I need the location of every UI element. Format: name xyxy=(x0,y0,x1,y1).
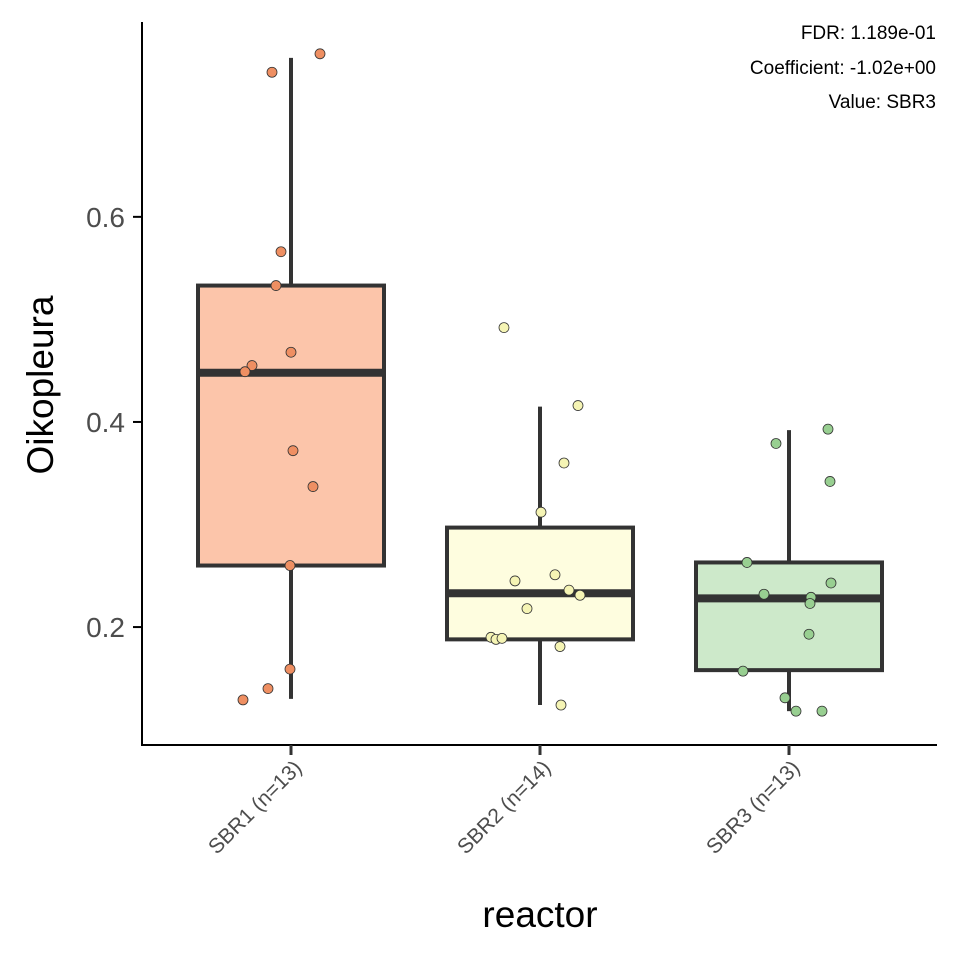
value-annotation: Value: SBR3 xyxy=(829,92,936,113)
data-point-sbr2 xyxy=(549,569,561,581)
x-axis-title: reactor xyxy=(482,894,597,935)
data-point-sbr3 xyxy=(790,705,802,717)
data-point-sbr1 xyxy=(275,246,287,258)
box-group-sbr1 xyxy=(196,57,386,699)
data-point-sbr1 xyxy=(285,346,297,358)
data-point-sbr3 xyxy=(822,423,834,435)
x-tick-label: SBR1 (n=13) xyxy=(204,756,307,859)
x-tick-label: SBR3 (n=13) xyxy=(702,756,805,859)
data-point-sbr3 xyxy=(804,598,816,609)
box-group-sbr2 xyxy=(445,406,635,706)
data-point-sbr3 xyxy=(741,557,753,568)
y-tick-label: 0.4 xyxy=(86,407,125,438)
y-tick-label: 0.2 xyxy=(86,612,125,643)
data-point-sbr3 xyxy=(770,438,782,449)
coefficient-annotation: Coefficient: -1.02e+00 xyxy=(750,58,936,79)
fdr-annotation: FDR: 1.189e-01 xyxy=(801,23,936,44)
data-point-sbr3 xyxy=(779,692,791,704)
data-point-sbr1 xyxy=(314,48,326,60)
data-point-sbr1 xyxy=(287,445,299,457)
box-sbr1 xyxy=(196,283,386,568)
data-point-sbr2 xyxy=(558,457,570,469)
box-group-sbr3 xyxy=(694,430,884,712)
data-point-sbr3 xyxy=(825,577,837,589)
data-point-sbr2 xyxy=(498,322,510,334)
data-point-sbr2 xyxy=(496,632,508,644)
data-point-sbr2 xyxy=(563,584,575,596)
data-point-sbr2 xyxy=(554,641,566,652)
y-axis: 0.2 0.4 0.6 xyxy=(86,202,142,643)
data-point-sbr2 xyxy=(521,603,533,615)
data-point-sbr1 xyxy=(237,694,249,706)
data-point-sbr2 xyxy=(572,400,584,411)
data-point-sbr1 xyxy=(239,366,251,378)
data-point-sbr1 xyxy=(262,683,274,694)
data-point-sbr1 xyxy=(266,66,278,78)
data-point-sbr1 xyxy=(246,360,258,371)
data-point-sbr1 xyxy=(307,481,319,492)
x-tick-label: SBR2 (n=14) xyxy=(453,756,556,859)
points-sbr3 xyxy=(737,423,837,717)
plot-area xyxy=(196,48,884,717)
x-axis: SBR1 (n=13) SBR2 (n=14) SBR3 (n=13) xyxy=(204,745,805,859)
data-point-sbr3 xyxy=(824,476,836,487)
data-point-sbr2 xyxy=(535,506,547,518)
data-point-sbr1 xyxy=(284,663,296,675)
data-point-sbr3 xyxy=(737,665,749,677)
points-sbr1 xyxy=(237,48,326,706)
data-point-sbr1 xyxy=(284,560,296,571)
data-point-sbr2 xyxy=(574,589,586,601)
data-point-sbr3 xyxy=(803,628,815,640)
y-axis-title: Oikopleura xyxy=(20,295,61,474)
y-tick-label: 0.6 xyxy=(86,202,125,233)
data-point-sbr3 xyxy=(758,588,770,600)
points-sbr2 xyxy=(485,322,586,711)
data-point-sbr3 xyxy=(816,705,828,717)
data-point-sbr2 xyxy=(555,699,567,711)
data-point-sbr1 xyxy=(270,280,282,291)
box-sbr2 xyxy=(445,525,635,642)
box-sbr3 xyxy=(694,560,884,673)
data-point-sbr2 xyxy=(509,575,521,587)
